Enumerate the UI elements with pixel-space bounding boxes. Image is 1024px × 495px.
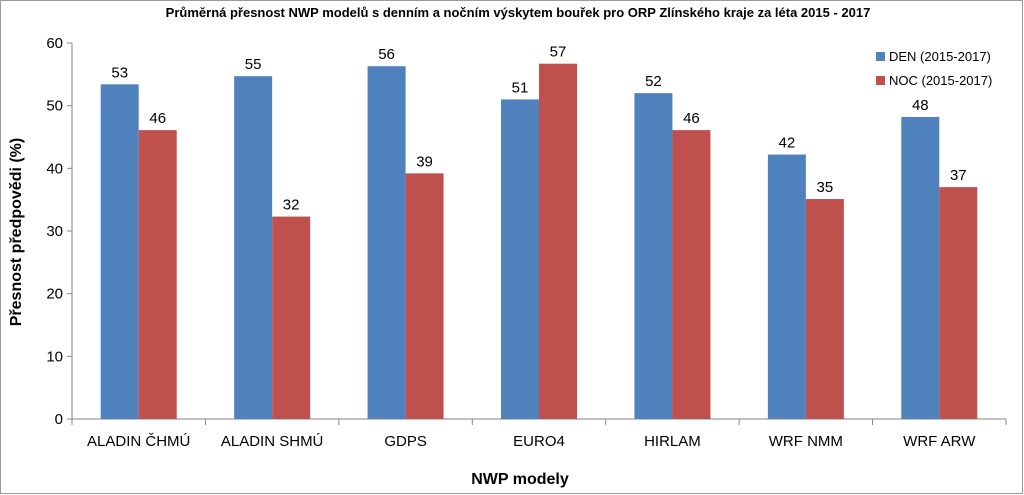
- data-label: 42: [779, 135, 796, 152]
- data-label: 39: [416, 153, 433, 170]
- bar: [405, 173, 444, 419]
- bar: [901, 116, 940, 420]
- data-label: 46: [149, 110, 166, 127]
- y-tick-label: 20: [46, 286, 63, 303]
- x-tick-label: GDPS: [384, 433, 427, 450]
- data-label: 53: [111, 64, 128, 81]
- data-label: 35: [817, 179, 834, 196]
- legend-label: NOC (2015-2017): [889, 73, 992, 88]
- bar: [634, 93, 673, 419]
- x-tick-label: ALADIN ČHMÚ: [87, 433, 190, 450]
- legend-label: DEN (2015-2017): [889, 49, 991, 64]
- data-label: 46: [683, 110, 700, 127]
- bar: [100, 84, 139, 420]
- y-tick-label: 10: [46, 348, 63, 365]
- legend-swatch: [876, 52, 885, 61]
- x-tick-label: ALADIN SHMÚ: [221, 433, 324, 450]
- data-label: 37: [950, 167, 967, 184]
- bar: [767, 154, 806, 419]
- bar: [672, 130, 711, 419]
- x-tick-label: HIRLAM: [644, 433, 701, 450]
- bar: [234, 76, 273, 420]
- bar: [501, 99, 539, 420]
- y-tick-label: 40: [46, 160, 63, 177]
- data-label: 48: [912, 97, 929, 114]
- bar: [272, 216, 311, 419]
- data-label: 56: [378, 46, 395, 63]
- chart-title: Průměrná přesnost NWP modelů s denním a …: [166, 5, 871, 20]
- data-label: 57: [550, 44, 567, 61]
- bar: [939, 187, 978, 419]
- y-tick-label: 50: [46, 98, 63, 115]
- bar: [138, 130, 177, 419]
- legend-swatch: [876, 76, 885, 85]
- y-tick-label: 30: [46, 223, 63, 240]
- data-label: 32: [283, 197, 300, 214]
- data-label: 55: [245, 56, 262, 73]
- x-tick-label: EURO4: [513, 433, 565, 450]
- y-axis-title: Přesnost předpovědi (%): [8, 138, 25, 326]
- x-tick-label: WRF ARW: [903, 433, 976, 450]
- y-tick-label: 0: [55, 411, 63, 428]
- plot-area: 0 10 20 30 40 50 60 53 46 ALADIN ČHMÚ 55 32 ALADIN S…: [46, 35, 1007, 450]
- legend: DEN (2015-2017) NOC (2015-2017): [876, 49, 992, 88]
- bar: [367, 66, 406, 419]
- x-tick-label: WRF NMM: [769, 433, 843, 450]
- data-label: 52: [645, 73, 662, 90]
- x-axis-title: NWP modely: [471, 471, 569, 488]
- data-label: 51: [512, 79, 529, 96]
- y-tick-label: 60: [46, 35, 63, 52]
- bar: [805, 199, 844, 419]
- bar: [539, 63, 577, 420]
